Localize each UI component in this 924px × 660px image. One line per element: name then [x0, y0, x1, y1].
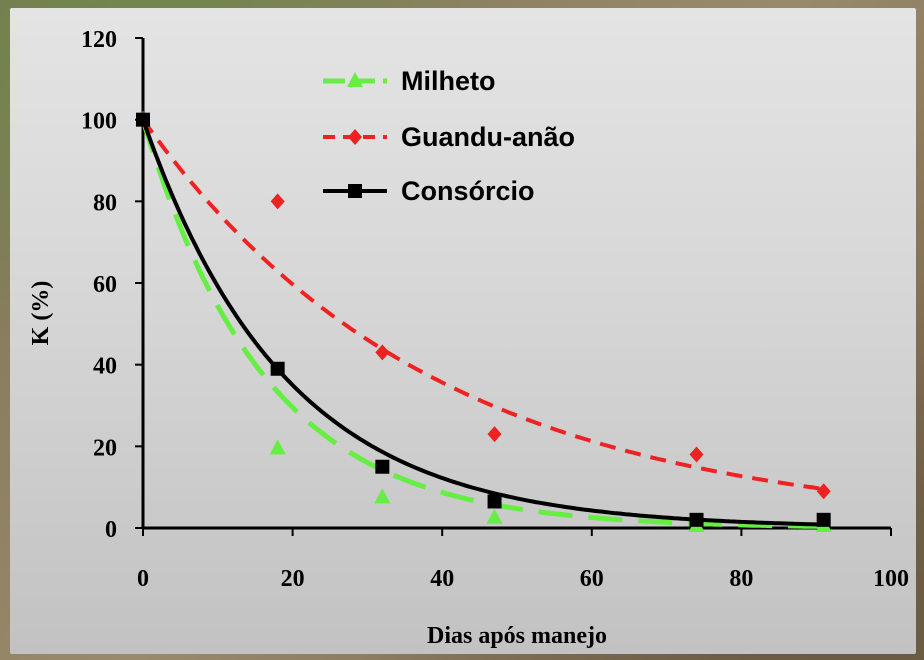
data-point-triangle [486, 508, 503, 524]
x-tick-label: 20 [281, 566, 305, 592]
legend-marker-triangle [347, 72, 363, 87]
x-tick-label: 0 [137, 566, 149, 592]
x-tick-label: 40 [430, 566, 454, 592]
data-markers [135, 110, 832, 532]
y-tick-label: 60 [93, 272, 117, 298]
trend-line-0 [140, 118, 824, 529]
axes [141, 38, 891, 530]
y-tick-label: 120 [81, 27, 117, 53]
legend-label-0: Milheto [401, 66, 496, 96]
y-tick-label: 20 [93, 435, 117, 461]
data-point-square [816, 512, 831, 527]
trend-line-1 [141, 118, 824, 491]
legend-marker-square [348, 184, 362, 198]
y-tick-label: 40 [93, 354, 117, 380]
data-point-square [689, 512, 704, 527]
y-tick-label: 80 [93, 190, 117, 216]
trend-lines [140, 118, 824, 529]
data-point-diamond [487, 426, 502, 443]
data-point-square [487, 494, 502, 509]
y-tick-label: 0 [105, 517, 117, 543]
data-point-triangle [269, 439, 286, 455]
legend-marker-diamond [348, 129, 362, 145]
x-tick-label: 100 [873, 566, 909, 592]
trend-line-2 [141, 119, 824, 527]
x-tick-label: 80 [729, 566, 753, 592]
data-point-square [136, 112, 150, 127]
data-point-square [375, 459, 390, 474]
data-point-diamond [375, 344, 390, 361]
legend-label-1: Guandu-anão [401, 122, 575, 152]
data-point-square [270, 361, 285, 376]
data-point-triangle [374, 488, 391, 504]
legend-label-2: Consórcio [401, 176, 535, 206]
y-axis-title: K (%) [28, 281, 54, 346]
data-point-diamond [270, 193, 285, 210]
data-point-diamond [816, 483, 831, 500]
data-point-diamond [689, 446, 704, 463]
legend: Milheto Guandu-anão Consórcio [323, 66, 575, 206]
x-axis-title: Dias após manejo [427, 623, 607, 649]
x-tick-label: 60 [580, 566, 604, 592]
ticks: 0 20 40 60 80 100 0 20 40 60 80 100 120 [81, 27, 909, 592]
y-tick-label: 100 [81, 109, 117, 135]
chart-panel [10, 8, 916, 654]
